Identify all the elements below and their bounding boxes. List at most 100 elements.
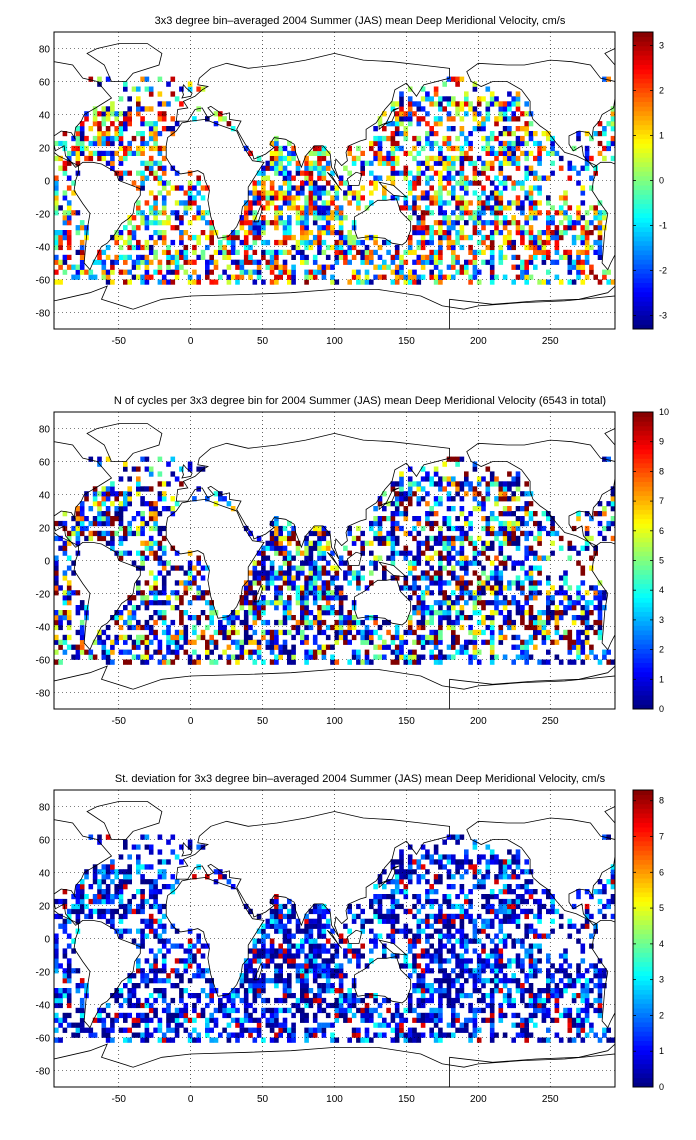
heatmap-cell	[123, 869, 128, 875]
heatmap-cell	[75, 644, 81, 650]
heatmap-cell	[511, 530, 516, 537]
heatmap-cell	[187, 928, 193, 934]
heatmap-cell	[403, 175, 409, 181]
heatmap-cell	[446, 624, 452, 631]
heatmap-cell	[287, 155, 292, 162]
heatmap-cell	[170, 968, 176, 974]
heatmap-cell	[546, 269, 551, 275]
heatmap-cell	[101, 111, 107, 117]
heatmap-cell	[54, 555, 59, 561]
heatmap-cell	[442, 210, 447, 216]
heatmap-cell	[546, 249, 551, 255]
heatmap-cell	[580, 639, 586, 645]
heatmap-cell	[105, 649, 111, 655]
heatmap-cell	[148, 903, 154, 910]
heatmap-cell	[269, 634, 275, 641]
heatmap-cell	[148, 545, 154, 551]
heatmap-cell	[144, 456, 150, 462]
heatmap-cell	[468, 654, 473, 660]
heatmap-cell	[515, 580, 521, 586]
heatmap-cell	[494, 190, 499, 196]
heatmap-cell	[364, 269, 370, 275]
heatmap-cell	[347, 200, 352, 206]
heatmap-cell	[136, 590, 141, 596]
heatmap-cell	[459, 590, 465, 596]
heatmap-cell	[394, 649, 400, 655]
heatmap-cell	[304, 585, 309, 591]
heatmap-cell	[269, 580, 275, 586]
heatmap-cell	[537, 619, 542, 626]
heatmap-cell	[541, 634, 547, 641]
heatmap-cell	[446, 215, 452, 221]
heatmap-cell	[261, 165, 266, 171]
heatmap-cell	[515, 605, 521, 611]
heatmap-cell	[468, 481, 473, 487]
heatmap-cell	[546, 230, 551, 236]
heatmap-cell	[196, 190, 201, 196]
heatmap-cell	[166, 595, 171, 601]
heatmap-cell	[75, 889, 81, 895]
heatmap-cell	[196, 254, 201, 260]
heatmap-cell	[174, 200, 180, 206]
heatmap-cell	[476, 205, 482, 211]
heatmap-cell	[412, 585, 417, 591]
heatmap-cell	[343, 239, 348, 246]
heatmap-cell	[157, 491, 163, 497]
heatmap-cell	[546, 225, 551, 231]
heatmap-cell	[558, 279, 564, 285]
heatmap-cell	[287, 249, 292, 255]
heatmap-cell	[416, 530, 422, 537]
heatmap-cell	[101, 629, 107, 636]
heatmap-cell	[425, 619, 430, 626]
heatmap-cell	[92, 135, 98, 142]
heatmap-cell	[446, 555, 452, 561]
heatmap-cell	[230, 230, 236, 236]
heatmap-cell	[287, 520, 292, 527]
heatmap-cell	[610, 659, 616, 665]
heatmap-cell	[317, 610, 322, 616]
heatmap-cell	[84, 605, 89, 611]
heatmap-cell	[520, 111, 525, 117]
heatmap-cell	[140, 160, 145, 166]
heatmap-cell	[205, 274, 210, 280]
heatmap-cell	[455, 649, 460, 655]
heatmap-cell	[373, 565, 378, 571]
heatmap-cell	[179, 234, 184, 241]
heatmap-cell	[511, 540, 516, 546]
heatmap-cell	[62, 131, 68, 137]
heatmap-cell	[489, 610, 495, 616]
heatmap-cell	[183, 570, 189, 576]
heatmap-cell	[54, 963, 59, 969]
heatmap-cell	[131, 615, 137, 621]
heatmap-cell	[144, 624, 150, 631]
heatmap-cell	[425, 180, 430, 186]
heatmap-cell	[66, 973, 72, 979]
heatmap-cell	[144, 879, 150, 885]
heatmap-cell	[394, 481, 400, 487]
heatmap-cell	[192, 973, 197, 979]
heatmap-cell	[248, 220, 253, 226]
heatmap-cell	[110, 481, 115, 487]
heatmap-cell	[304, 254, 309, 260]
heatmap-cell	[403, 575, 409, 581]
heatmap-cell	[312, 649, 318, 655]
heatmap-cell	[438, 180, 443, 186]
heatmap-cell	[442, 230, 447, 236]
heatmap-cell	[226, 121, 232, 127]
heatmap-cell	[338, 585, 344, 591]
heatmap-cell	[399, 501, 404, 507]
heatmap-cell	[459, 585, 465, 591]
heatmap-cell	[144, 200, 150, 206]
heatmap-cell	[382, 516, 387, 522]
heatmap-cell	[79, 898, 85, 905]
heatmap-cell	[144, 1002, 150, 1009]
heatmap-cell	[243, 997, 249, 1004]
heatmap-cell	[265, 540, 271, 546]
heatmap-cell	[554, 530, 560, 537]
heatmap-cell	[576, 215, 581, 221]
colorbar-step	[633, 523, 653, 529]
heatmap-cell	[75, 898, 81, 905]
heatmap-cell	[563, 210, 568, 216]
heatmap-cell	[261, 190, 266, 196]
heatmap-cell	[369, 560, 374, 566]
